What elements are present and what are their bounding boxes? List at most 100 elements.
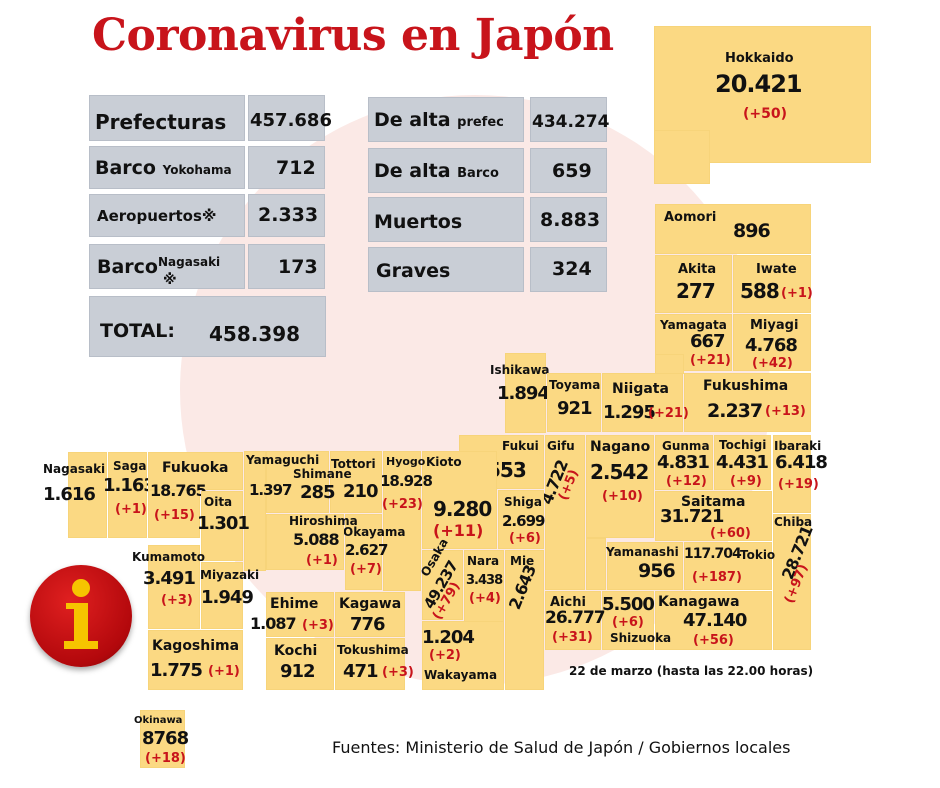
cases-miyagi: 4.768 [745, 335, 798, 356]
tile-saga [108, 452, 147, 538]
label-shimane: Shimane [293, 467, 352, 481]
delta-saitama: (+60) [710, 526, 751, 541]
delta-kanagawa: (+56) [693, 633, 734, 648]
delta-nagano: (+10) [602, 489, 643, 504]
tile-hokkaido-tail [654, 130, 710, 184]
delta-ibaraki: (+19) [778, 477, 819, 492]
label-fukui: Fukui [502, 439, 539, 453]
tile-hokkaido-cut [710, 163, 872, 185]
tile-akita [655, 255, 732, 313]
prefecturas-label: Prefecturas [95, 110, 227, 134]
total-label: TOTAL: [100, 320, 176, 342]
cases-okayama: 2.627 [345, 541, 388, 559]
label-yamagata: Yamagata [660, 318, 727, 332]
tile-fukuoka-low [148, 490, 200, 538]
tile-mie [505, 550, 544, 690]
cases-okinawa: 8768 [142, 728, 189, 749]
cases-kanagawa: 47.140 [683, 610, 747, 631]
label-tochigi: Tochigi [719, 438, 767, 452]
tile-gunma [655, 435, 713, 490]
delta-fukushima: (+13) [765, 404, 806, 419]
tile-shiga [498, 490, 544, 549]
label-miyazaki: Miyazaki [200, 568, 260, 582]
aeropuertos-value: 2.333 [258, 204, 319, 226]
tile-shimane [266, 451, 329, 513]
barco-yokohama-value: 712 [276, 157, 316, 179]
tile-chiba [773, 514, 811, 650]
label-fukuoka: Fukuoka [162, 460, 229, 476]
tile-yamanashi [607, 542, 683, 590]
box-barco-nagasaki-value [248, 244, 325, 289]
cases-ehime: 1.087 [250, 614, 297, 633]
barco-nagasaki-label: BarcoNagasaki [97, 255, 221, 278]
label-okinawa: Okinawa [134, 715, 183, 726]
tile-nagasaki [68, 452, 107, 538]
label-aichi: Aichi [550, 595, 586, 610]
box-barco-yokohama-value [248, 146, 325, 189]
cases-ishikawa: 1.894 [497, 383, 550, 404]
tile-tottori [330, 451, 382, 513]
label-ishikawa: Ishikawa [490, 363, 550, 377]
tile-tokio [684, 542, 772, 590]
delta-saga: (+1) [115, 502, 147, 517]
tile-niigata [602, 373, 683, 432]
tile-kumamoto [148, 545, 200, 629]
info-icon[interactable] [30, 565, 132, 667]
cases-tokushima: 471 [343, 661, 379, 682]
label-oita: Oita [204, 495, 233, 509]
tile-tochigi [714, 435, 771, 490]
label-saga: Saga [113, 459, 147, 473]
delta-fukuoka: (+15) [154, 508, 195, 523]
tile-gifu [545, 435, 585, 590]
cases-hokkaido: 20.421 [715, 70, 803, 98]
tile-osaka [422, 550, 463, 620]
label-nagasaki: Nagasaki [43, 462, 106, 476]
cases-nagano: 2.542 [590, 460, 649, 484]
label-kumamoto: Kumamoto [132, 550, 205, 564]
cases-kumamoto: 3.491 [143, 568, 196, 589]
label-okayama: Okayama [343, 525, 406, 539]
delta-ehime: (+3) [302, 618, 334, 633]
label-tokushima: Tokushima [337, 643, 409, 657]
label-ehime: Ehime [270, 596, 319, 612]
cases-kagawa: 776 [350, 614, 386, 635]
label-shiga: Shiga [504, 495, 542, 509]
label-tokio: Tokio [740, 548, 776, 562]
box-aeropuertos-value [248, 194, 325, 237]
delta-shiga: (+6) [509, 531, 541, 546]
cases-nara: 3.438 [466, 573, 503, 588]
cases-niigata: 1.295 [603, 402, 656, 423]
cases-tochigi: 4.431 [716, 452, 769, 473]
box-graves-value [530, 247, 607, 292]
label-ibaraki: Ibaraki [774, 439, 822, 453]
label-kagoshima: Kagoshima [152, 638, 240, 654]
tile-fukushima [684, 373, 811, 432]
muertos-value: 8.883 [540, 209, 601, 231]
box-total [89, 296, 326, 357]
delta-tokushima: (+3) [382, 665, 414, 680]
total-value: 458.398 [209, 322, 301, 346]
prefecturas-value: 457.686 [250, 110, 332, 131]
tile-okinawa [140, 710, 185, 768]
box-barco-yokohama-label [89, 146, 245, 189]
cases-yamagata: 667 [690, 331, 726, 352]
label-aomori: Aomori [664, 210, 717, 225]
box-muertos-label [368, 197, 524, 242]
label-nara: Nara [467, 554, 500, 568]
label-gifu: Gifu [547, 439, 575, 453]
tile-iwate [733, 255, 811, 313]
date-note: 22 de marzo (hasta las 22.00 horas) [569, 664, 814, 678]
cases-kioto: 9.280 [433, 497, 492, 521]
label-yamanashi: Yamanashi [606, 545, 679, 559]
box-de-alta-prefec-label [368, 97, 524, 142]
label-yamaguchi: Yamaguchi [246, 453, 320, 467]
delta-kioto: (+11) [433, 521, 484, 540]
tile-okayama [345, 514, 382, 590]
tile-yamaguchi [244, 451, 266, 571]
label-kanagawa: Kanagawa [658, 594, 740, 610]
cases-shizuoka: 5.500 [602, 594, 655, 615]
delta-kagoshima: (+1) [208, 664, 240, 679]
de-alta-prefec-label: De alta prefec [374, 109, 504, 131]
aeropuertos-label: Aeropuertos※ [97, 207, 217, 225]
tile-toyama [547, 373, 601, 432]
